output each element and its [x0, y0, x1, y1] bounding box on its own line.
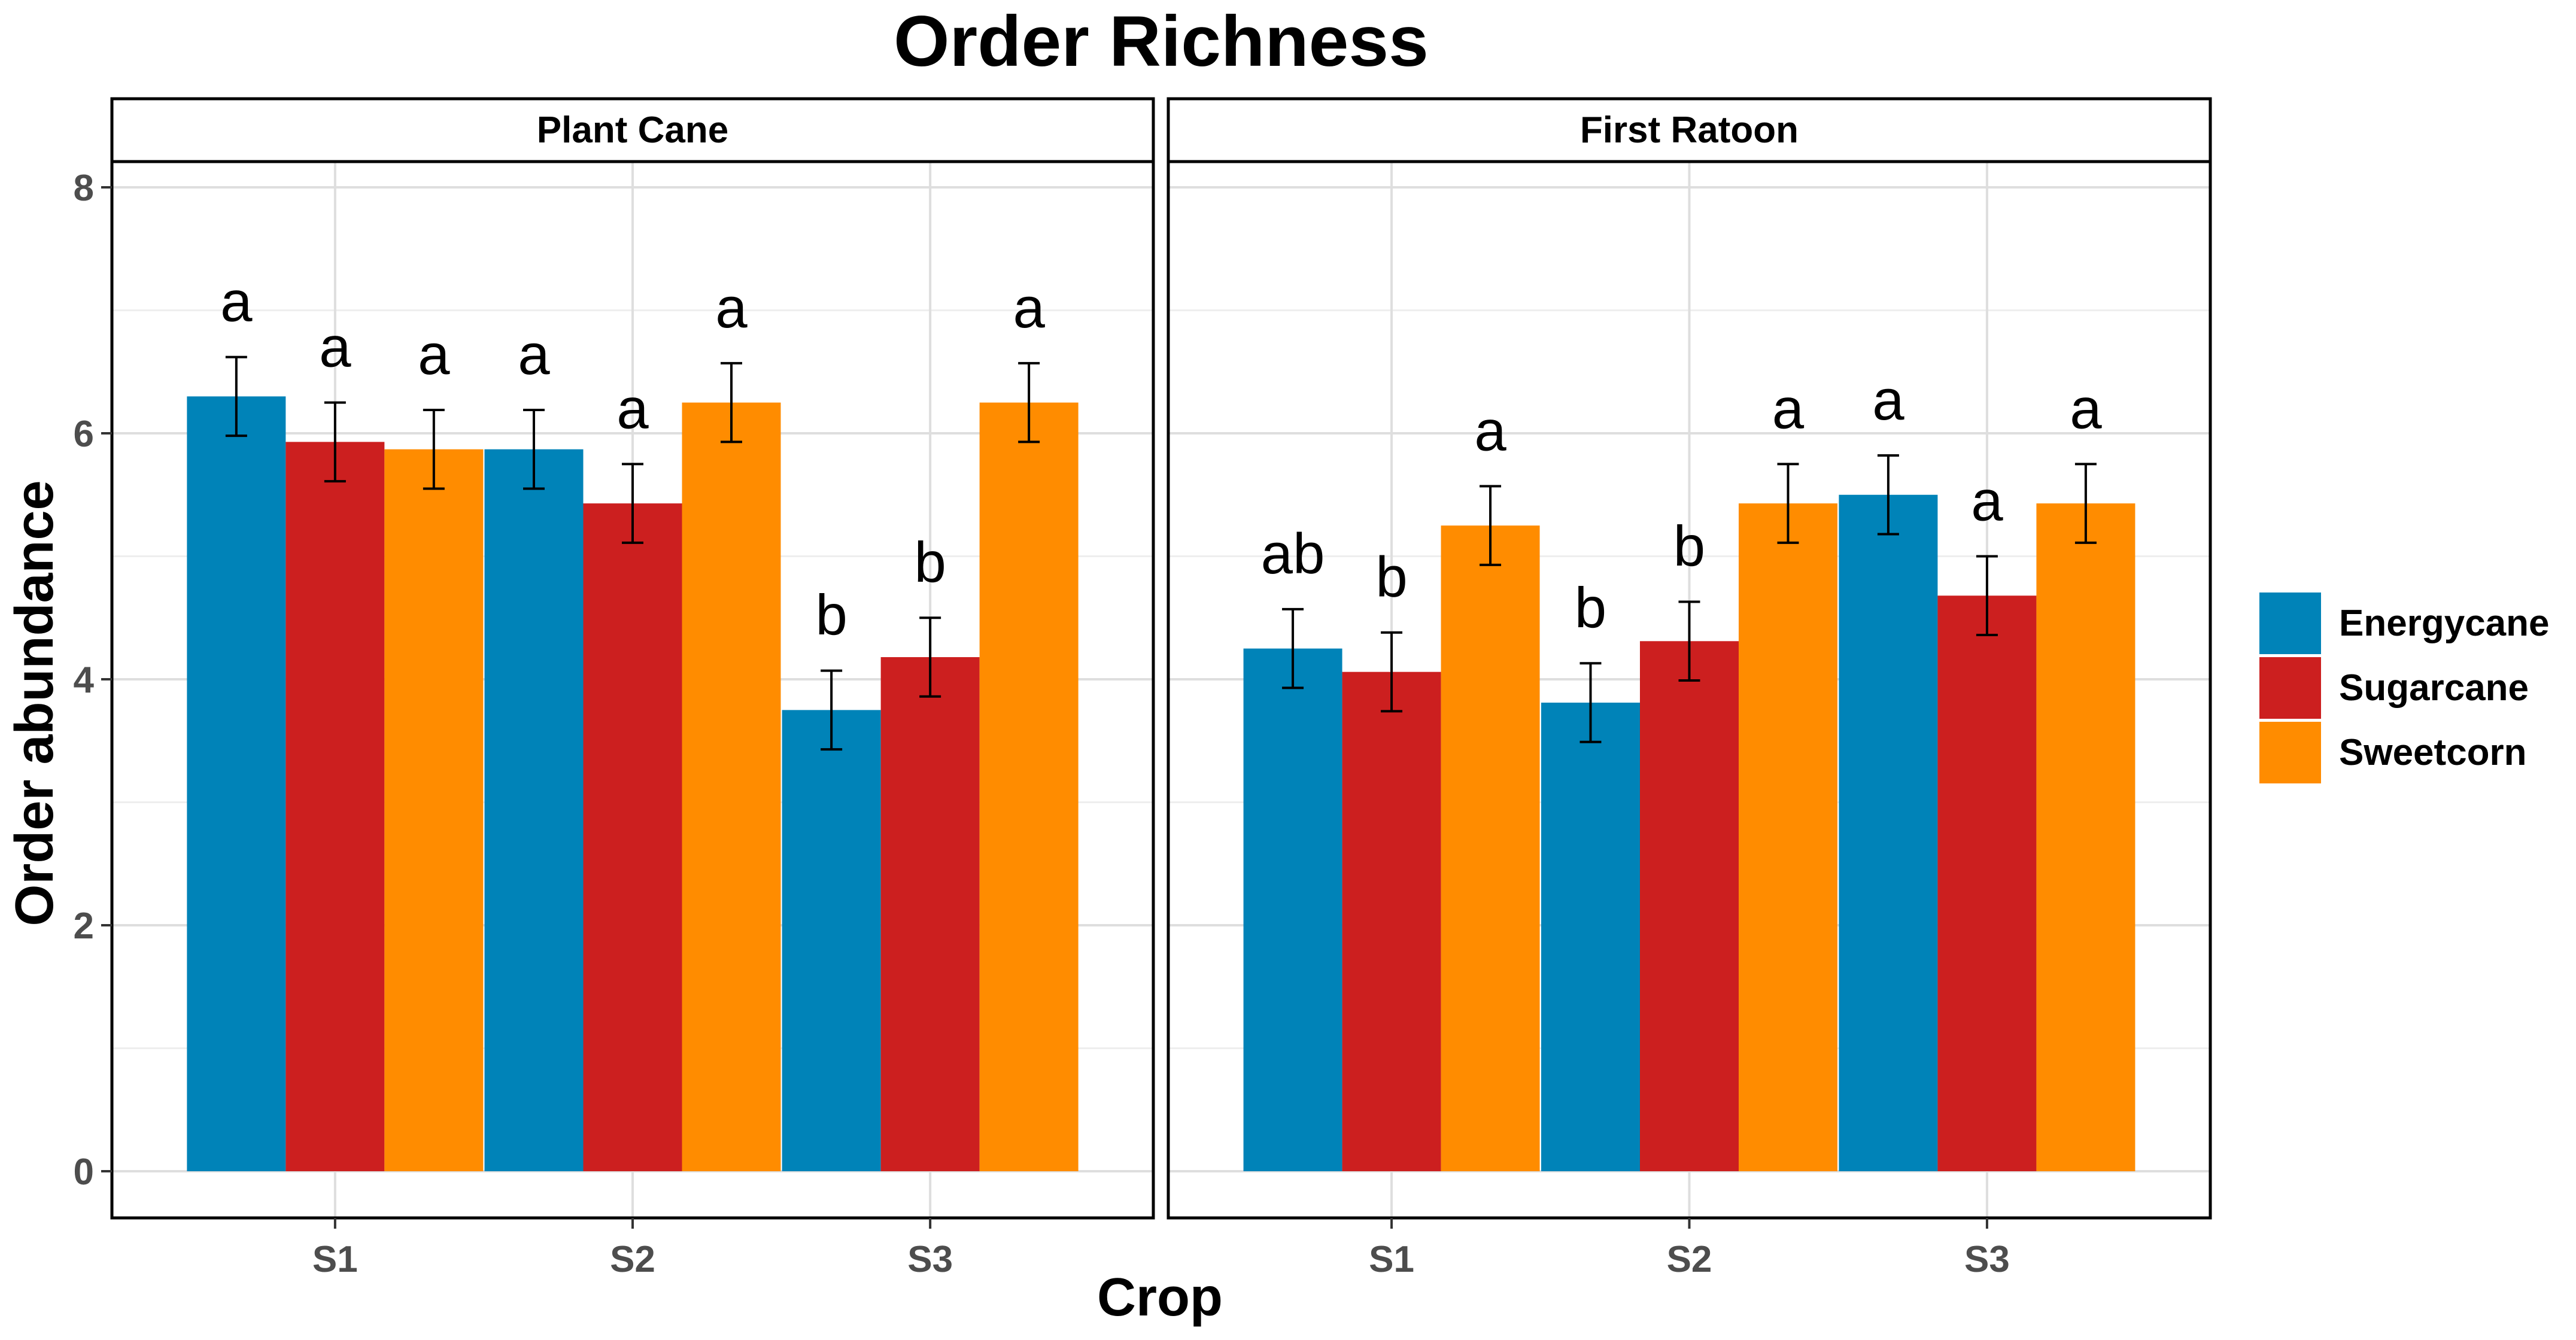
significance-letter: a	[1872, 368, 1904, 432]
chart-title: Order Richness	[894, 1, 1429, 81]
facet-strip-label: First Ratoon	[1580, 110, 1799, 151]
bar	[2036, 503, 2135, 1171]
y-tick-label: 6	[74, 414, 94, 455]
x-tick-label: S3	[1964, 1239, 2010, 1280]
x-axis-title: Crop	[1097, 1268, 1223, 1327]
significance-letter: a	[518, 323, 550, 387]
significance-letter: a	[220, 270, 253, 334]
bar	[1640, 641, 1739, 1171]
legend-swatch	[2259, 592, 2321, 654]
y-tick-label: 4	[74, 660, 95, 701]
significance-letter: ab	[1261, 522, 1325, 586]
x-tick-label: S1	[1369, 1239, 1414, 1280]
bar	[187, 396, 286, 1171]
significance-letter: a	[1013, 276, 1045, 340]
bar	[682, 402, 781, 1171]
significance-letter: a	[715, 276, 748, 340]
significance-letter: a	[1772, 376, 1805, 440]
significance-letter: b	[1375, 545, 1407, 609]
facet-strip	[1167, 97, 2212, 163]
significance-letter: b	[815, 584, 847, 648]
bar	[484, 449, 584, 1171]
y-axis-title: Order abundance	[5, 480, 65, 926]
bar	[1243, 648, 1342, 1171]
facet-strip-label: Plant Cane	[537, 110, 728, 151]
y-tick-label: 0	[74, 1151, 94, 1193]
x-tick-label: S1	[312, 1239, 358, 1280]
bar	[583, 503, 682, 1171]
x-tick-label: S2	[610, 1239, 655, 1280]
legend-swatch	[2259, 657, 2321, 719]
bar	[1739, 503, 1837, 1171]
significance-letter: a	[1971, 469, 2003, 533]
legend: Energycane Sugarcane Sweetcorn	[2259, 592, 2550, 783]
legend-label: Energycane	[2339, 603, 2550, 644]
facet-strip	[110, 97, 1155, 163]
legend-item: Sweetcorn	[2259, 722, 2527, 783]
bar	[285, 442, 385, 1171]
x-tick-label: S3	[907, 1239, 953, 1280]
bar	[384, 449, 484, 1171]
y-tick-label: 8	[74, 168, 94, 209]
legend-label: Sweetcorn	[2339, 732, 2527, 773]
bar	[880, 657, 980, 1171]
significance-letter: a	[616, 376, 649, 440]
significance-letter: a	[418, 323, 450, 387]
significance-letter: a	[1474, 399, 1506, 463]
bar	[1441, 525, 1540, 1171]
bar	[1342, 671, 1441, 1171]
bar	[979, 402, 1079, 1171]
facet-panel: a a b a a b a a a Plant Cane S1 S2 S3 0 2 4 6 8	[74, 97, 1155, 1280]
bar	[782, 710, 881, 1171]
bar	[1937, 595, 2037, 1171]
x-tick-label: S2	[1667, 1239, 1712, 1280]
significance-letter: a	[2070, 376, 2102, 440]
significance-letter: b	[1673, 515, 1705, 579]
bar	[1541, 703, 1640, 1171]
significance-letter: a	[319, 315, 351, 379]
bar	[1839, 494, 1938, 1171]
legend-item: Energycane	[2259, 592, 2550, 654]
legend-label: Sugarcane	[2339, 667, 2529, 709]
legend-item: Sugarcane	[2259, 657, 2529, 719]
legend-swatch	[2259, 722, 2321, 783]
significance-letter: b	[914, 530, 946, 594]
significance-letter: b	[1575, 576, 1606, 640]
y-tick-label: 2	[74, 906, 94, 947]
